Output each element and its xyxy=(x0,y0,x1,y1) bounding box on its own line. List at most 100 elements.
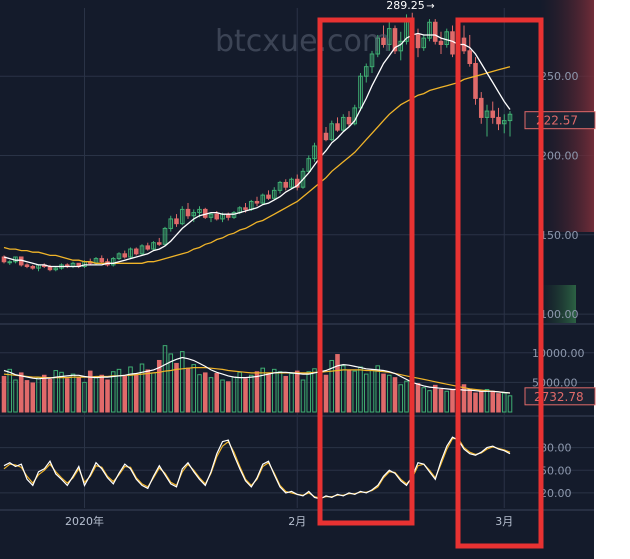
candle-body xyxy=(243,207,248,210)
volume-bar xyxy=(1,375,7,413)
candle-body xyxy=(185,208,191,217)
price-bid-depth xyxy=(540,285,576,323)
candle-body xyxy=(174,218,179,225)
volume-bar xyxy=(64,378,70,413)
candle-body xyxy=(375,37,381,55)
price-ma-fast-line xyxy=(3,32,511,268)
right-edge-panel xyxy=(594,0,630,559)
volume-bar xyxy=(243,378,248,413)
volume-bar xyxy=(271,368,277,413)
candle-body xyxy=(151,242,156,250)
volume-bar xyxy=(174,362,179,413)
volume-bar xyxy=(76,377,82,413)
volume-panel: 2732.78 xyxy=(1,345,596,413)
candle-body xyxy=(168,218,174,229)
candle-body xyxy=(145,245,151,250)
osc-tick-label: 50.00 xyxy=(540,464,572,477)
volume-bar xyxy=(145,369,151,413)
candle-body xyxy=(128,248,133,258)
candle-body xyxy=(53,267,59,271)
candle-body xyxy=(415,34,421,49)
volume-ma-fast-line xyxy=(3,356,511,394)
volume-bar xyxy=(191,364,197,413)
volume-bar xyxy=(179,351,185,413)
candle-body xyxy=(254,200,260,204)
candle-body xyxy=(156,242,162,245)
volume-bar xyxy=(306,371,312,413)
candle-body xyxy=(490,110,496,118)
volume-bar xyxy=(323,374,329,413)
volume-bar xyxy=(335,354,340,413)
candle-body xyxy=(24,264,30,267)
price-tick-label: 100.00 xyxy=(540,308,579,321)
current-volume-label: 2732.78 xyxy=(534,390,584,404)
volume-bar xyxy=(99,374,105,413)
candle-body xyxy=(369,53,375,68)
volume-bar xyxy=(346,370,352,413)
candle-body xyxy=(427,21,432,39)
candle-body xyxy=(30,265,36,269)
high-price-arrow: → xyxy=(426,1,434,12)
highlight-box-march xyxy=(455,17,544,549)
volume-bar xyxy=(82,381,87,413)
price-tick-label: 150.00 xyxy=(540,229,579,242)
volume-bar xyxy=(300,379,306,413)
candle-body xyxy=(260,194,266,204)
candle-body xyxy=(110,258,116,266)
volume-bar xyxy=(329,359,335,413)
volume-bar xyxy=(473,392,478,413)
candle-body xyxy=(473,63,478,99)
volume-bar xyxy=(248,374,254,413)
candle-body xyxy=(381,37,386,45)
volume-bar xyxy=(122,375,128,413)
volume-bar xyxy=(438,388,444,413)
volume-bar xyxy=(208,377,214,413)
candle-body xyxy=(283,181,289,188)
volume-bar xyxy=(352,370,358,413)
volume-bar xyxy=(381,373,386,413)
candle-body xyxy=(231,212,237,218)
volume-bar xyxy=(53,370,59,413)
current-price-label: 222.57 xyxy=(536,114,578,128)
volume-bar xyxy=(24,380,30,413)
highlight-box-february xyxy=(317,17,415,526)
candle-body xyxy=(306,158,312,172)
candle-body xyxy=(312,145,317,160)
candle-body xyxy=(214,213,220,220)
volume-bar xyxy=(7,368,13,413)
volume-bar xyxy=(220,379,225,413)
candle-body xyxy=(346,116,352,125)
volume-bar xyxy=(47,378,53,413)
volume-bar xyxy=(260,367,266,413)
candle-body xyxy=(478,97,484,118)
volume-bar xyxy=(197,374,202,413)
candle-body xyxy=(450,31,455,55)
volume-bar xyxy=(398,384,404,413)
volume-bar xyxy=(444,390,450,413)
volume-bar xyxy=(185,367,191,413)
candle-body xyxy=(1,256,7,263)
volume-bar xyxy=(507,395,513,413)
candle-body xyxy=(133,248,139,255)
volume-bar xyxy=(225,381,231,413)
candle-body xyxy=(300,170,306,188)
volume-bar xyxy=(404,380,409,413)
volume-bar xyxy=(375,365,381,413)
axis-labels: 100.00150.00200.00250.005000.0010000.002… xyxy=(65,70,585,528)
candle-body xyxy=(266,194,271,199)
volume-bar xyxy=(461,384,467,413)
volume-bar xyxy=(59,371,64,413)
volume-bar xyxy=(432,384,438,413)
volume-bar xyxy=(202,372,208,413)
candle-body xyxy=(335,123,340,131)
volume-bar xyxy=(254,371,260,413)
candle-body xyxy=(289,178,294,188)
volume-bar xyxy=(450,388,455,413)
candle-body xyxy=(340,116,346,131)
volume-bar xyxy=(467,388,473,413)
volume-bar xyxy=(110,371,116,413)
high-price-annotation: 289.25 xyxy=(386,0,425,12)
volume-bar xyxy=(156,359,162,413)
